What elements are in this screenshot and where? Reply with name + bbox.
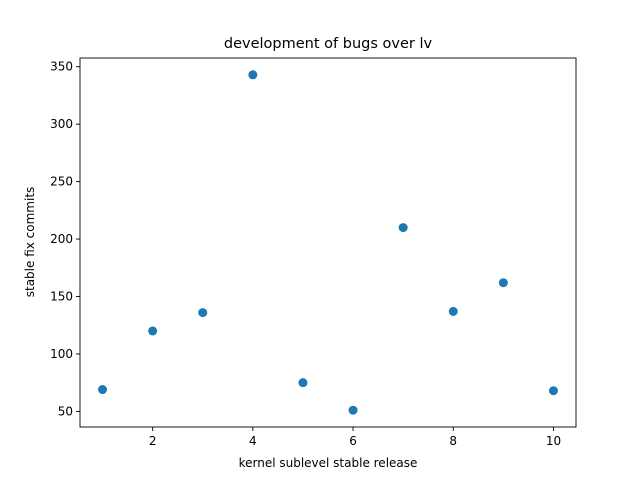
axes-frame [79,57,577,428]
x-tick-label: 2 [149,434,157,448]
data-point [298,378,308,388]
y-tick-label: 350 [50,60,73,74]
data-point [398,223,408,233]
data-point [248,70,258,80]
chart-title: development of bugs over lv [224,36,433,52]
data-point [448,306,458,316]
x-tick-label: 4 [249,434,257,448]
x-tick-label: 10 [546,434,561,448]
data-point [148,326,158,336]
y-tick-label: 50 [58,404,73,418]
y-axis-title: stable fix commits [23,187,37,298]
data-point [98,385,108,395]
x-axis-title: kernel sublevel stable release [239,456,418,470]
y-tick-label: 300 [50,117,73,131]
y-tick-label: 200 [50,232,73,246]
plot-area: 2 4 6 8 10 50 100 150 200 250 300 350 [50,57,577,448]
y-tick-label: 100 [50,347,73,361]
data-point [348,405,358,415]
x-tick-label: 8 [449,434,457,448]
data-point [198,308,208,318]
data-point [548,386,558,396]
y-tick-label: 250 [50,175,73,189]
y-tick-label: 150 [50,289,73,303]
x-tick-label: 6 [349,434,357,448]
data-point [498,278,508,288]
